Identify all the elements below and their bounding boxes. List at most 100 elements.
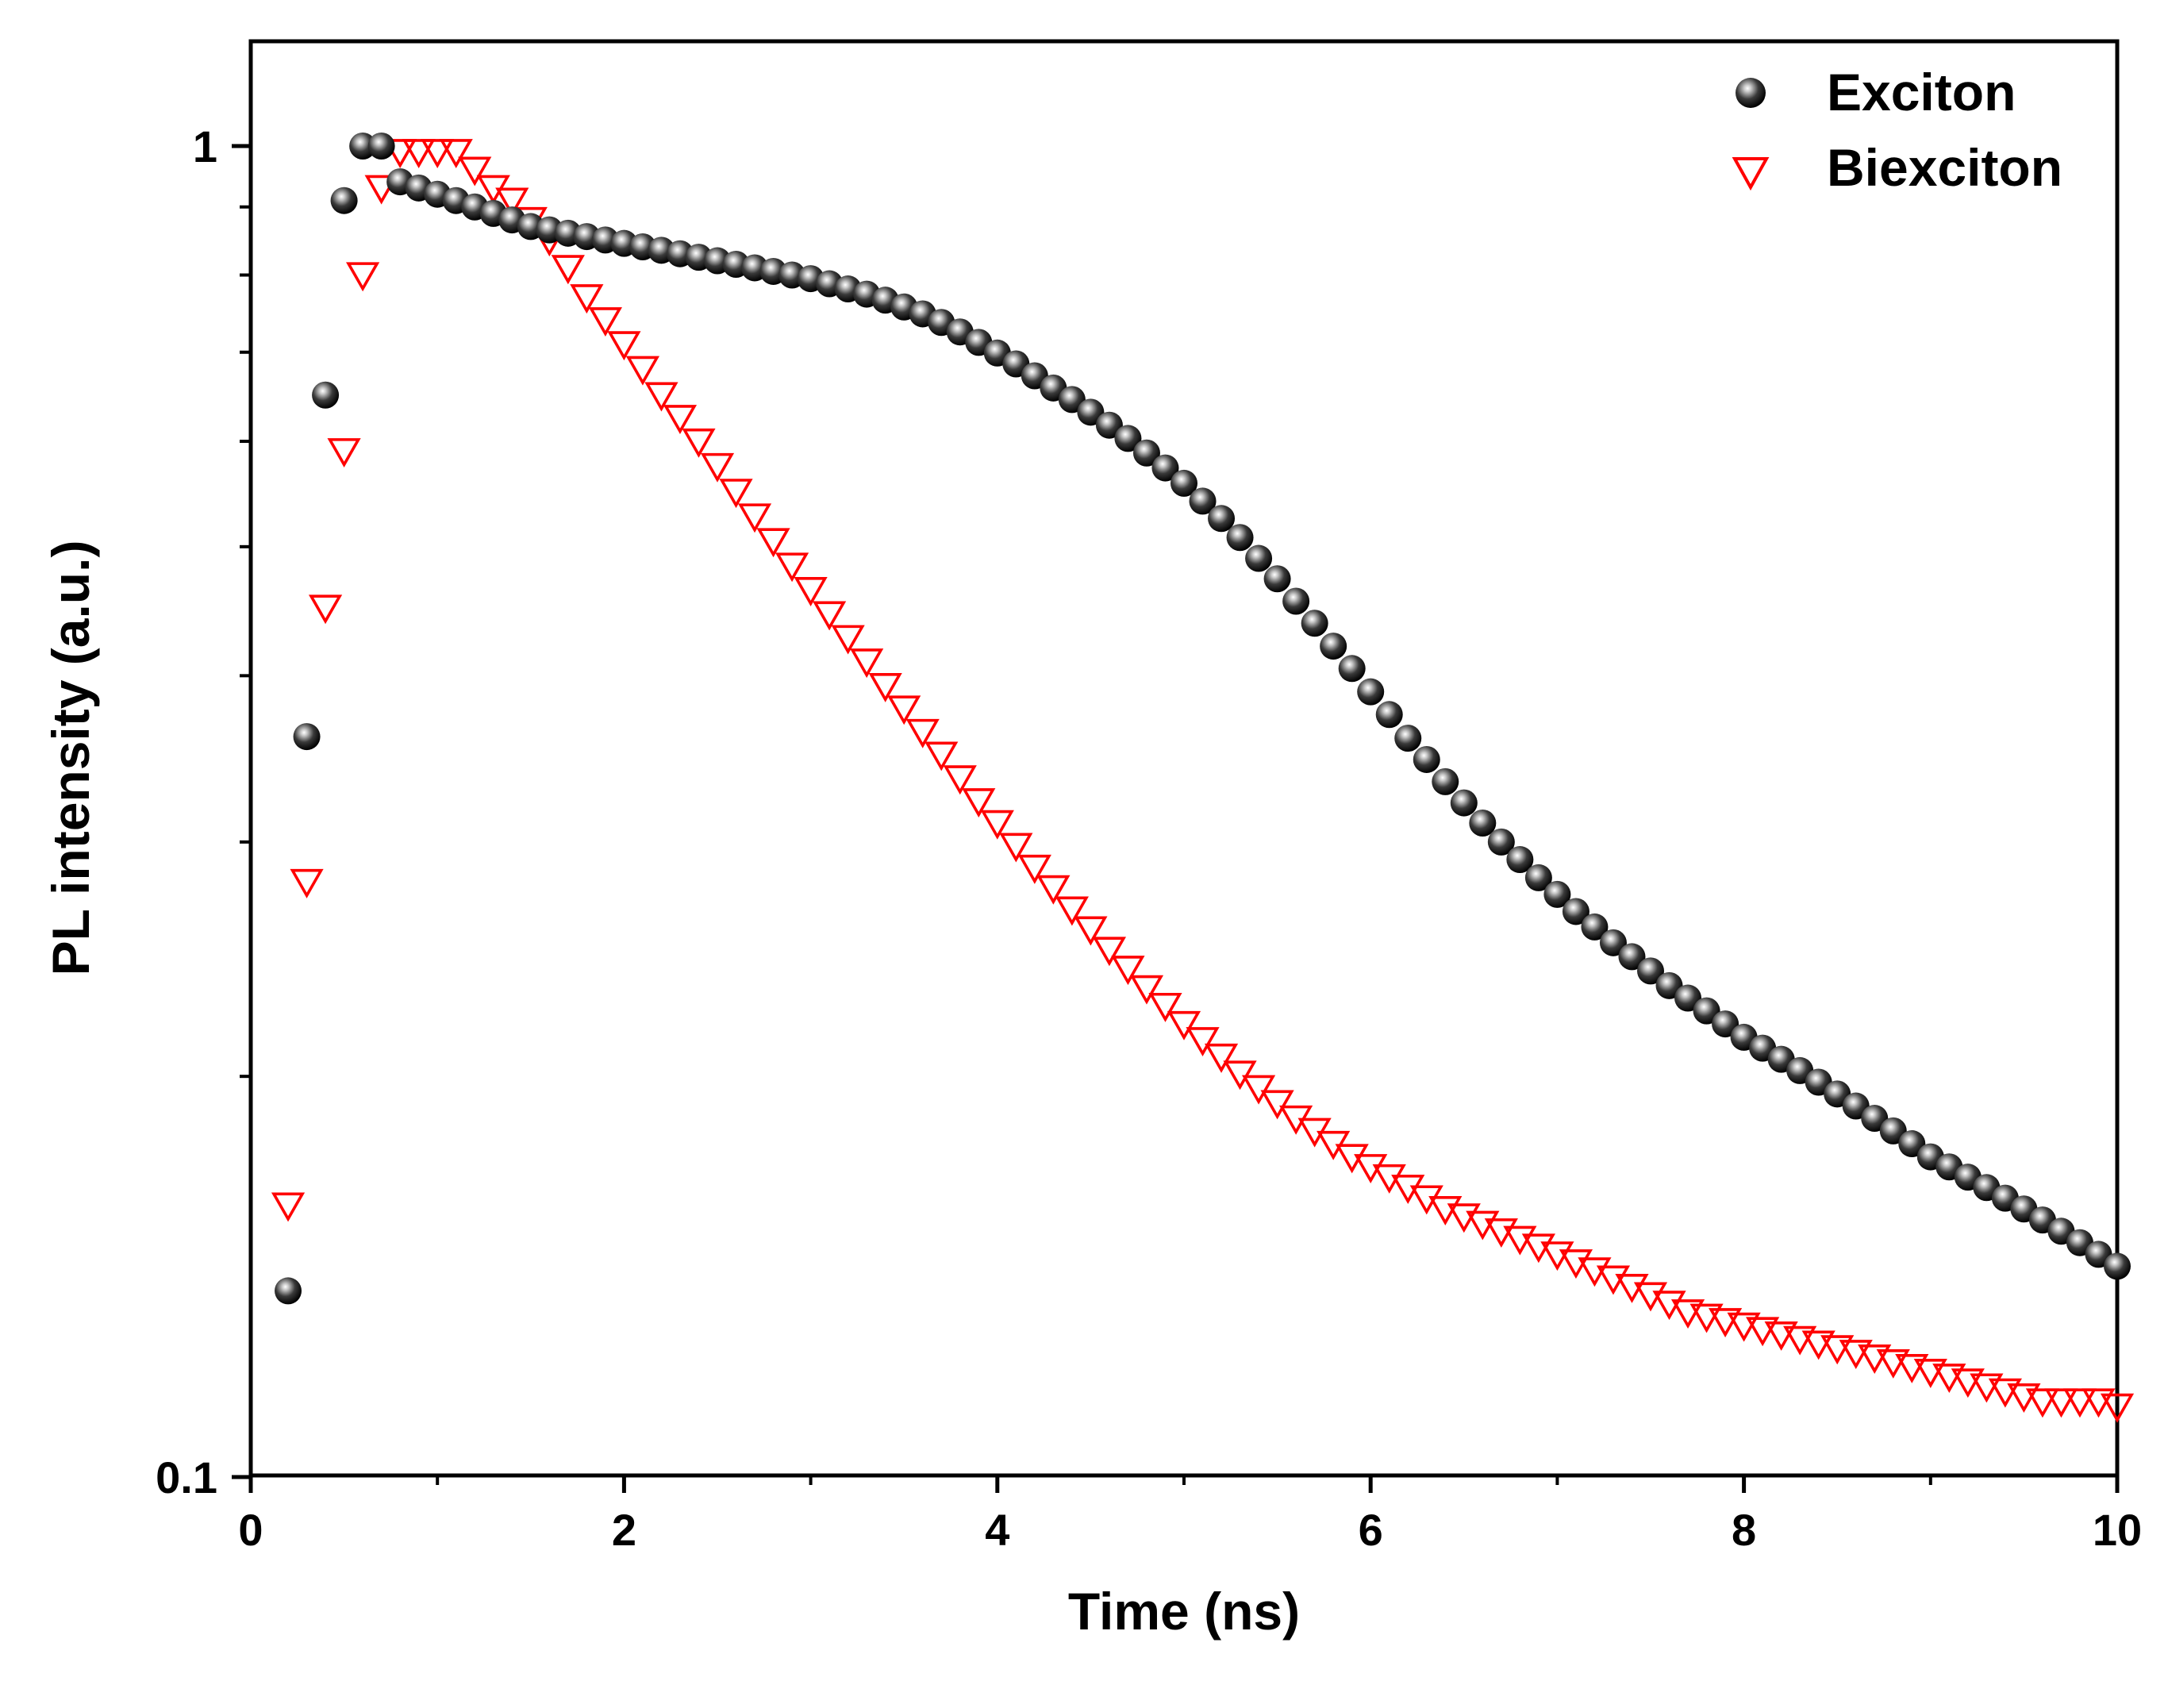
biexciton-point <box>1241 1075 1276 1105</box>
series-exciton <box>275 133 2131 1305</box>
biexciton-point <box>1820 1335 1855 1365</box>
y-tick-label: 0.1 <box>156 1452 217 1502</box>
biexciton-point <box>2044 1388 2078 1418</box>
plot-frame <box>248 39 2120 1478</box>
biexciton-point <box>495 187 529 217</box>
biexciton-point <box>756 528 790 558</box>
exciton-point <box>1469 809 1497 837</box>
exciton-point <box>330 187 358 214</box>
x-tick-label: 2 <box>612 1505 636 1555</box>
exciton-point <box>1245 544 1273 572</box>
exciton-point <box>1095 411 1123 439</box>
biexciton-point <box>1876 1348 1910 1379</box>
x-tick-label: 6 <box>1359 1505 1383 1555</box>
biexciton-point <box>1428 1196 1463 1225</box>
exciton-point <box>1524 864 1552 891</box>
biexciton-point <box>364 175 398 205</box>
exciton-point <box>1599 929 1627 956</box>
y-axis-title: PL intensity (a.u.) <box>41 540 100 976</box>
exciton-point <box>1189 487 1217 515</box>
exciton-point <box>1562 898 1589 925</box>
exciton-point <box>1581 913 1609 941</box>
biexciton-point <box>458 156 492 187</box>
biexciton-point <box>1746 1317 1780 1347</box>
exciton-point <box>1338 655 1366 683</box>
exciton-point <box>1263 565 1291 593</box>
biexciton-point <box>1801 1330 1835 1360</box>
biexciton-point <box>1223 1060 1257 1091</box>
exciton-point <box>1226 524 1254 552</box>
biexciton-point <box>1858 1344 1892 1374</box>
biexciton-point <box>308 594 343 625</box>
biexciton-point <box>271 1192 306 1222</box>
biexciton-point <box>999 833 1033 863</box>
biexciton-point <box>1055 896 1089 926</box>
biexciton-point <box>2100 1393 2135 1423</box>
biexciton-point <box>1708 1308 1743 1338</box>
biexciton-point <box>1409 1185 1443 1215</box>
biexciton-point <box>887 695 921 725</box>
exciton-point <box>1301 610 1328 637</box>
biexciton-point <box>1839 1340 1873 1370</box>
biexciton-point <box>421 139 455 169</box>
x-tick-label: 0 <box>238 1505 263 1555</box>
biexciton-point <box>290 868 324 898</box>
biexciton-point <box>794 577 828 606</box>
x-axis-title: Time (ns) <box>1068 1582 1300 1641</box>
data-series-layer <box>271 133 2135 1423</box>
biexciton-point <box>980 810 1014 840</box>
biexciton-point <box>1727 1312 1761 1342</box>
biexciton-point <box>813 601 847 631</box>
biexciton-point <box>1670 1299 1705 1329</box>
biexciton-point <box>1204 1043 1239 1073</box>
exciton-point <box>1282 587 1310 615</box>
exciton-point <box>1151 454 1179 482</box>
exciton-point <box>1487 828 1515 856</box>
exciton-point <box>1543 880 1571 908</box>
exciton-point <box>2104 1252 2131 1280</box>
series-biexciton <box>271 139 2135 1423</box>
biexciton-point <box>1148 992 1182 1022</box>
biexciton-point <box>2062 1388 2097 1418</box>
exciton-point <box>1394 725 1422 752</box>
biexciton-point <box>439 139 473 169</box>
legend: Exciton Biexciton <box>1732 63 2062 197</box>
biexciton-point <box>682 428 716 458</box>
biexciton-point <box>850 648 884 679</box>
biexciton-point <box>1391 1175 1425 1205</box>
biexciton-point <box>1111 956 1145 986</box>
exciton-point <box>367 133 395 160</box>
biexciton-point <box>607 331 641 361</box>
biexciton-point <box>1092 937 1127 967</box>
biexciton-point <box>2025 1388 2060 1418</box>
legend-exciton-marker <box>1736 78 1766 108</box>
exciton-point <box>1357 678 1385 706</box>
exciton-point <box>1132 439 1160 467</box>
biexciton-point <box>402 139 436 169</box>
exciton-point <box>1618 943 1646 971</box>
exciton-point <box>1320 633 1347 660</box>
exciton-point <box>275 1277 302 1305</box>
y-tick-label: 1 <box>193 121 217 171</box>
biexciton-point <box>625 356 660 386</box>
exciton-point <box>1898 1130 1926 1158</box>
biexciton-point <box>1764 1321 1798 1351</box>
biexciton-point <box>924 741 959 771</box>
biexciton-point <box>943 765 977 795</box>
biexciton-point <box>1129 975 1164 1005</box>
biexciton-point <box>570 284 604 314</box>
biexciton-point <box>700 452 735 483</box>
biexciton-point <box>1017 854 1051 884</box>
biexciton-point <box>1689 1303 1724 1333</box>
biexciton-point <box>775 552 809 583</box>
biexciton-point <box>962 788 996 818</box>
biexciton-point <box>1783 1325 1817 1356</box>
exciton-point <box>1208 505 1236 533</box>
y-axis-ticks: 0.11 <box>156 121 251 1502</box>
biexciton-point <box>1167 1010 1201 1041</box>
exciton-point <box>312 381 340 409</box>
exciton-point <box>1114 425 1142 452</box>
biexciton-point <box>327 438 361 468</box>
biexciton-point <box>868 673 902 702</box>
